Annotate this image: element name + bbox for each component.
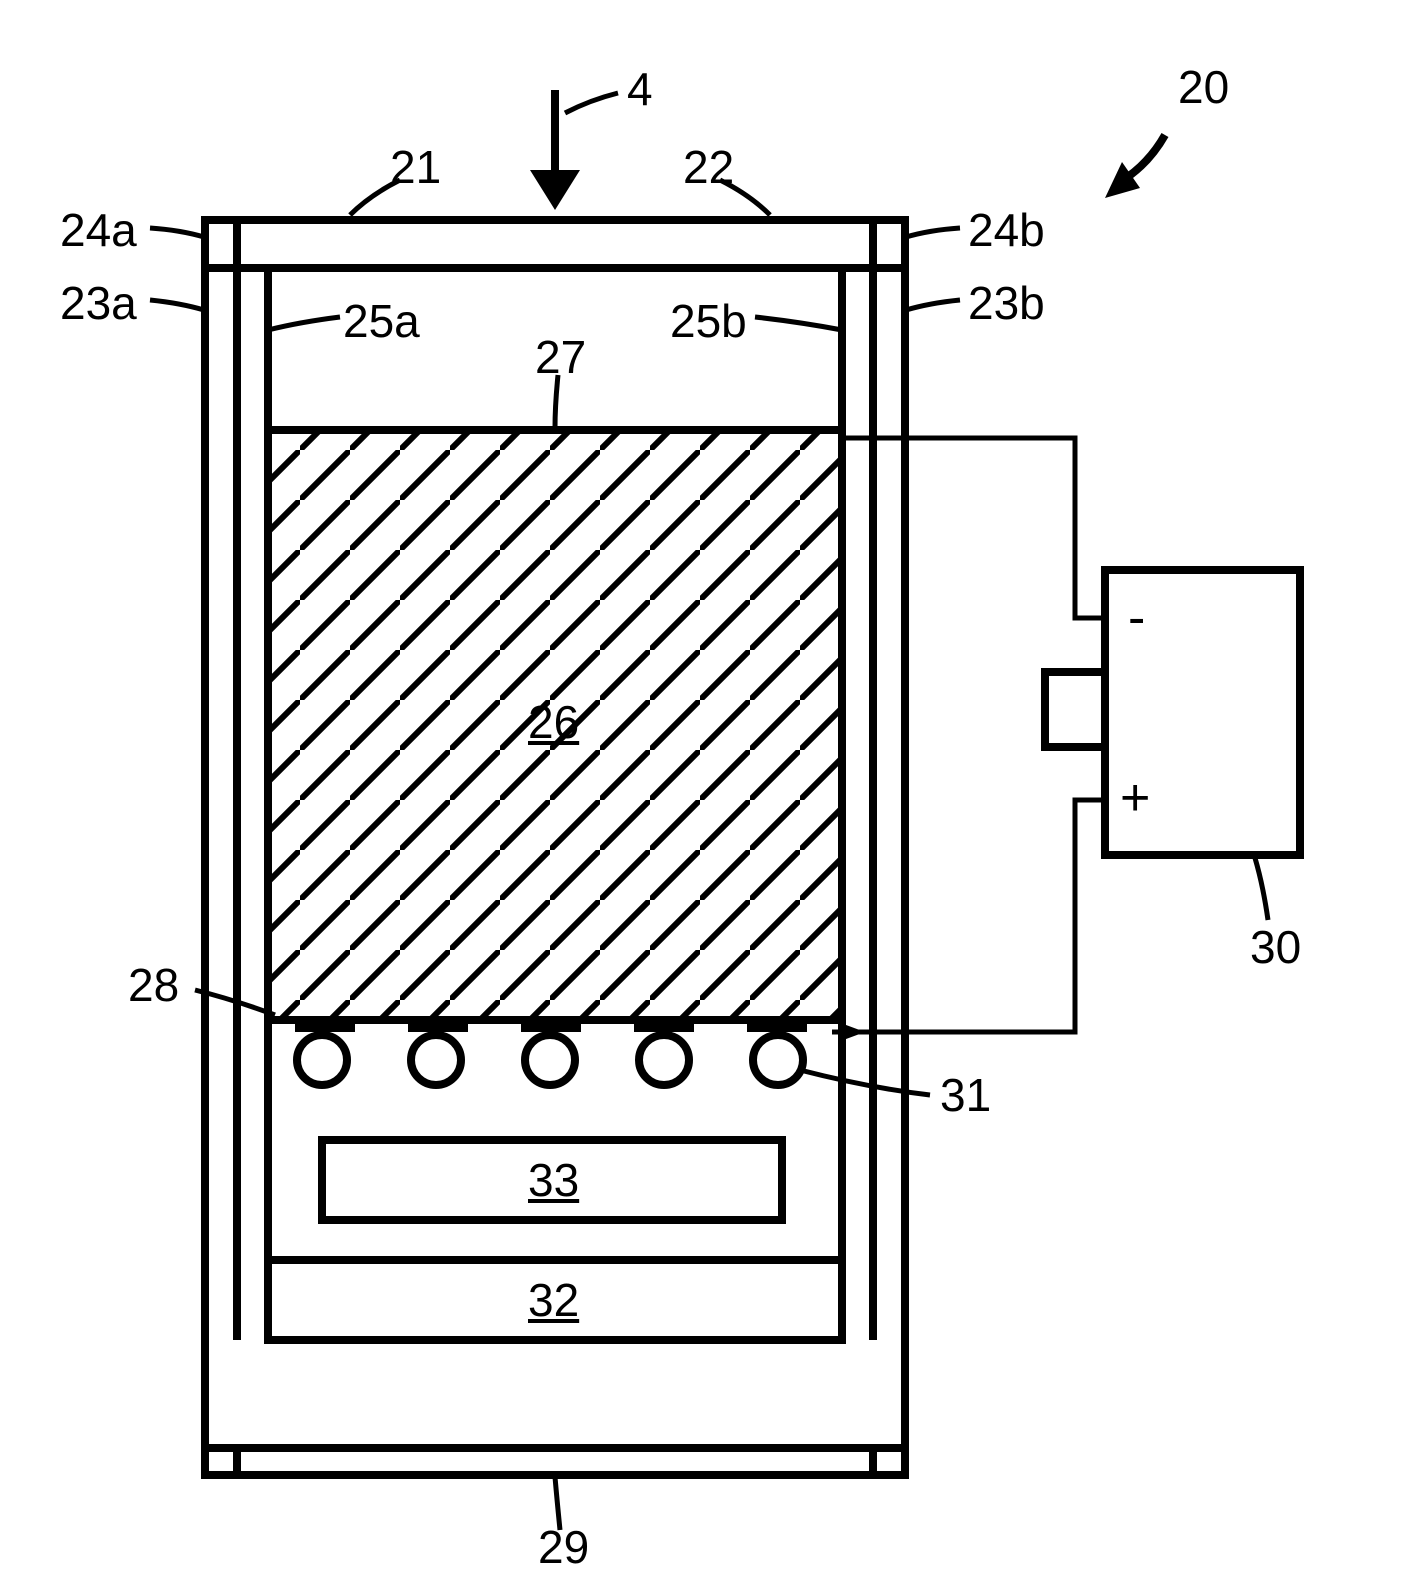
label-28: 28	[128, 958, 179, 1012]
label-26: 26	[528, 695, 579, 749]
label-25a: 25a	[343, 294, 420, 348]
label-33: 33	[528, 1153, 579, 1207]
label-24a: 24a	[60, 203, 137, 257]
label-23b: 23b	[968, 276, 1045, 330]
power-unit	[1045, 570, 1300, 855]
label-arrow: 4	[627, 62, 653, 116]
label-24b: 24b	[968, 203, 1045, 257]
label-figure-id: 20	[1178, 60, 1229, 114]
label-29: 29	[538, 1520, 589, 1574]
label-plus: +	[1120, 768, 1150, 828]
label-25b: 25b	[670, 294, 747, 348]
label-23a: 23a	[60, 276, 137, 330]
label-27: 27	[535, 330, 586, 384]
circle-row	[297, 1035, 803, 1085]
label-32: 32	[528, 1273, 579, 1327]
label-22: 22	[683, 140, 734, 194]
label-31: 31	[940, 1068, 991, 1122]
technical-diagram	[0, 0, 1418, 1588]
label-30: 30	[1250, 920, 1301, 974]
bottom-frame-detail	[205, 1448, 905, 1475]
label-minus: -	[1128, 588, 1145, 648]
label-21: 21	[390, 140, 441, 194]
figure-id-arrow	[1105, 135, 1165, 198]
